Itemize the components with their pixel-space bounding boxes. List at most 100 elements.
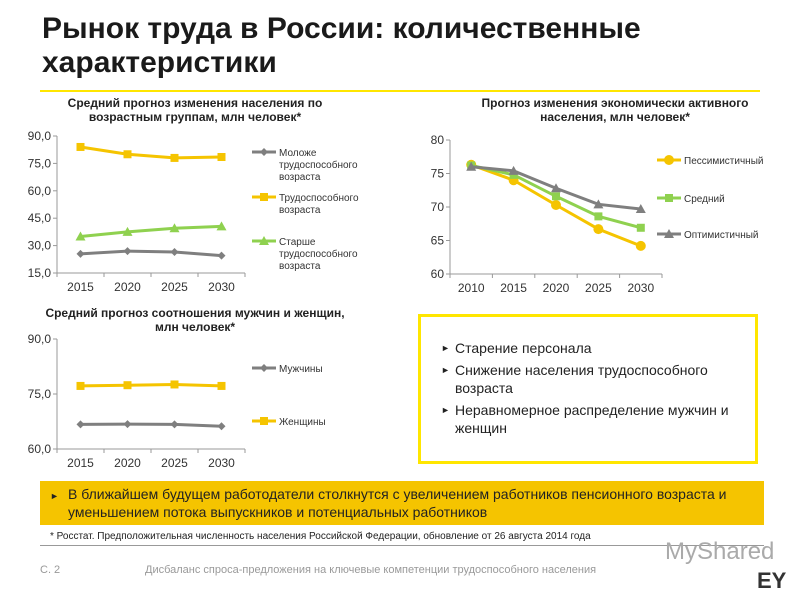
data-point (217, 251, 226, 260)
series-line (80, 382, 222, 388)
data-point (169, 223, 180, 233)
legend-label: Женщины (279, 417, 326, 428)
ey-logo: EY (757, 568, 787, 593)
x-tick-label: 2030 (627, 281, 654, 295)
bullet-icon: ► (441, 343, 450, 353)
legend-marker (259, 236, 269, 245)
x-tick-label: 2020 (543, 281, 570, 295)
data-point (593, 224, 604, 235)
data-point (551, 183, 561, 193)
data-point (123, 150, 132, 159)
series-line (80, 422, 222, 428)
data-point (509, 170, 518, 179)
legend-marker (260, 193, 268, 201)
conclusion-banner: ► В ближайшем будущем работодатели столк… (40, 481, 764, 525)
y-tick-label: 30,0 (28, 239, 52, 253)
legend-label: возраста (279, 205, 321, 216)
data-point (466, 161, 477, 171)
legend-label: возраста (279, 172, 321, 183)
data-point (76, 249, 85, 258)
x-tick-label: 2030 (208, 456, 235, 470)
y-tick-label: 75 (431, 167, 445, 181)
legend-marker (664, 155, 674, 165)
y-tick-label: 15,0 (28, 266, 52, 280)
page-number: С. 2 (40, 564, 61, 576)
data-point (75, 231, 86, 241)
x-tick-label: 2015 (67, 456, 94, 470)
key-point: ► Старение персонала (441, 340, 592, 356)
x-tick-label: 2025 (161, 456, 188, 470)
legend-marker (664, 229, 674, 238)
legend-label: трудоспособного (279, 248, 358, 260)
x-tick-label: 2010 (458, 281, 485, 295)
chart3-title: Средний прогноз соотношения мужчин и жен… (45, 306, 345, 334)
legend-label: Моложе (279, 148, 317, 159)
data-point (76, 381, 85, 390)
data-point (76, 420, 85, 429)
y-tick-label: 90,0 (28, 129, 52, 143)
key-point: ► Неравномерное распределение мужчин и же… (441, 402, 729, 436)
y-tick-label: 65 (431, 234, 445, 248)
footer-text: Дисбаланс спроса-предложения на ключевые… (145, 564, 597, 576)
data-point (217, 153, 226, 162)
bullet-icon: ► (441, 365, 450, 375)
data-point (216, 221, 227, 231)
data-point (217, 422, 226, 431)
legend-label: Мужчины (279, 364, 323, 375)
legend-label: возраста (279, 261, 321, 272)
data-point (217, 381, 226, 390)
y-tick-label: 70 (431, 200, 445, 214)
x-tick-label: 2030 (208, 280, 235, 294)
legend-label: Оптимистичный (684, 230, 759, 241)
data-point (122, 226, 133, 236)
x-tick-label: 2025 (585, 281, 612, 295)
footnote: * Росстат. Предположительная численность… (40, 528, 764, 546)
legend-label: Средний (684, 194, 725, 205)
legend-label: Трудоспособного (279, 192, 359, 204)
watermark: MyShared (665, 538, 775, 565)
bullet-icon: ► (441, 405, 450, 415)
key-points-box: ► Старение персонала ► Снижение населения … (418, 314, 758, 464)
chart2-title: Прогноз изменения экономически активного… (481, 96, 749, 124)
data-point (594, 212, 603, 221)
y-tick-label: 60,0 (28, 442, 52, 456)
y-tick-label: 75,0 (28, 156, 52, 170)
title-divider (40, 90, 760, 92)
bullet-icon: ► (50, 491, 59, 501)
data-point (636, 223, 645, 232)
y-tick-label: 60 (431, 267, 445, 281)
data-point (76, 142, 85, 151)
data-point (593, 199, 604, 209)
legend-label: Пессимистичный (684, 156, 763, 167)
x-tick-label: 2015 (67, 280, 94, 294)
y-tick-label: 75,0 (28, 387, 52, 401)
chart1-title: Средний прогноз изменения населения по в… (67, 96, 323, 124)
data-point (123, 381, 132, 390)
x-tick-label: 2020 (114, 280, 141, 294)
page-title: Рынок труда в России: количественные хар… (42, 12, 641, 79)
series-line (80, 145, 222, 160)
legend-label: трудоспособного (279, 159, 358, 171)
y-tick-label: 60,0 (28, 184, 52, 198)
data-point (170, 380, 179, 389)
key-point: ► Снижение населения трудоспособного возр… (441, 362, 708, 396)
data-point (170, 153, 179, 162)
data-point (170, 420, 179, 429)
data-point (123, 247, 132, 256)
data-point (551, 199, 561, 210)
legend-marker (665, 194, 673, 202)
series-line (80, 249, 222, 258)
y-tick-label: 45,0 (28, 211, 52, 225)
data-point (635, 204, 646, 214)
data-point (508, 165, 519, 175)
y-tick-label: 80 (431, 133, 445, 147)
data-point (123, 420, 132, 429)
data-point (170, 247, 179, 256)
data-point (635, 240, 646, 251)
y-tick-label: 90,0 (28, 332, 52, 346)
x-tick-label: 2015 (500, 281, 527, 295)
legend-marker (260, 417, 268, 425)
series-line (80, 224, 222, 238)
data-point (552, 192, 560, 201)
